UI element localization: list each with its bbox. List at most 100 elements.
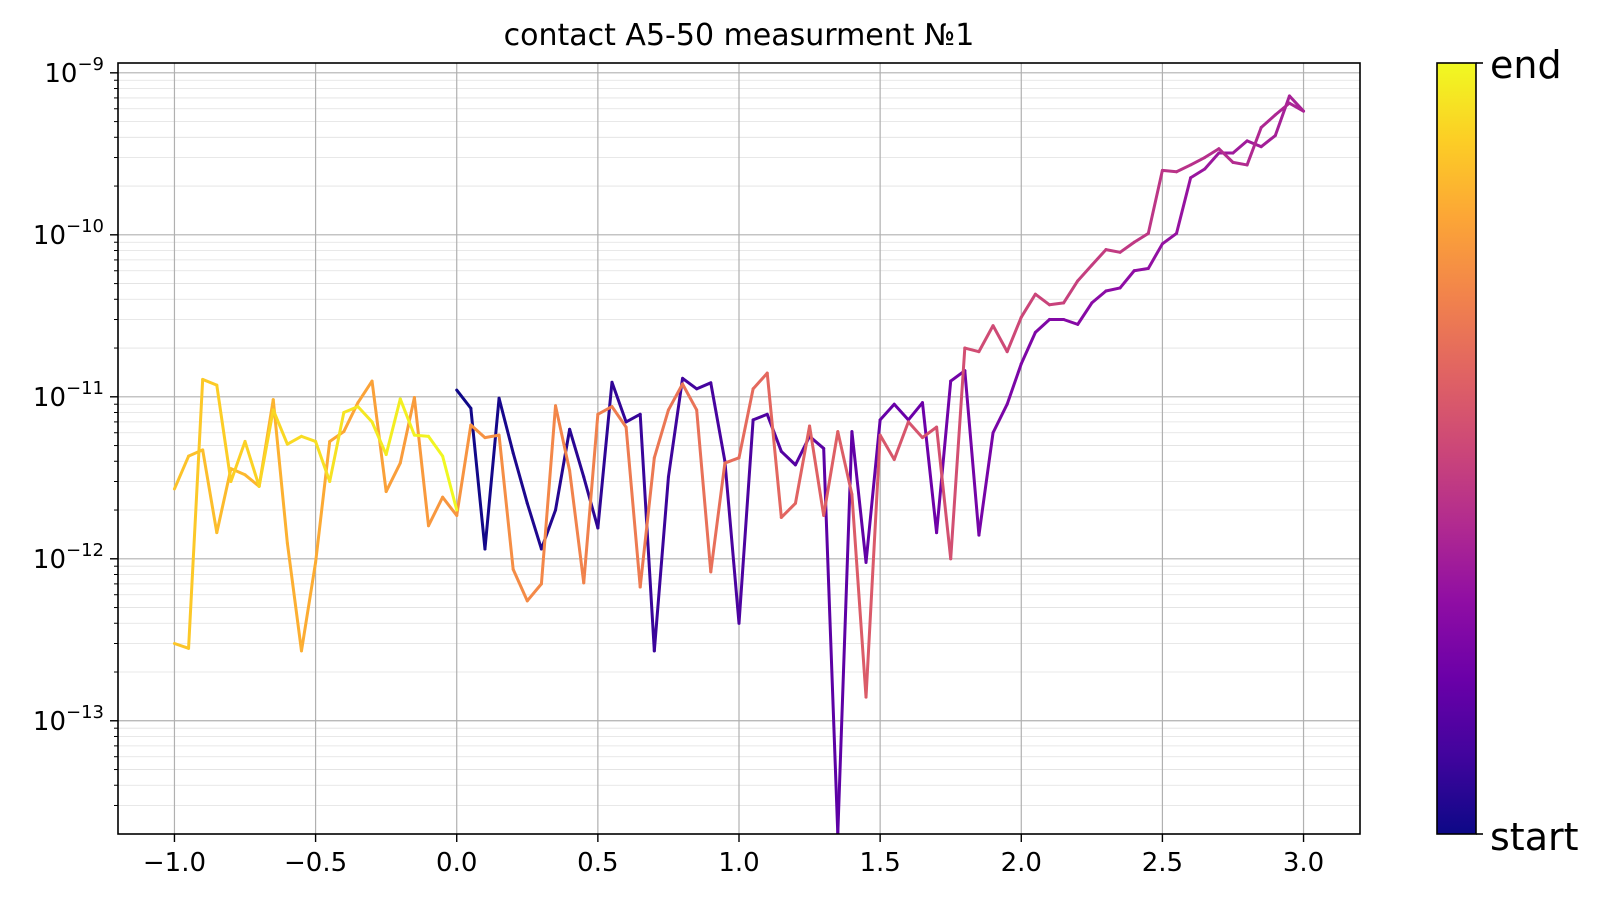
series-segment [977,324,995,354]
series-segment [624,425,642,589]
series-segment [201,377,219,387]
series-segment [681,376,699,391]
series-segment [836,430,854,834]
series-segment [737,387,755,460]
series-segment [455,423,473,518]
series-segment [172,454,191,491]
series-segment [497,433,515,571]
series-segment [963,369,981,537]
x-tick-label: 2.5 [1142,848,1183,878]
series-segment [1217,147,1235,164]
series-segment [1259,134,1277,149]
x-tick-label: 3.0 [1283,848,1324,878]
series-segment [1118,269,1136,290]
series-segment [525,582,543,603]
series-segment [906,401,924,422]
series-segment [314,439,332,564]
data-series-4 [172,377,459,650]
series-segment [1104,248,1122,254]
series-segment [892,420,910,462]
series-segment [695,408,713,574]
series-segment [1104,286,1122,293]
y-tick-label: 10−11 [33,378,104,413]
x-tick-label: 0.5 [577,848,618,878]
series-segment [497,396,515,455]
series-segment [398,397,416,437]
series-segment [751,371,769,391]
series-segment [356,379,374,405]
series-segment [610,405,628,429]
series-segment [779,449,797,467]
series-segment [935,425,953,561]
series-segment [384,397,402,457]
series-segment [1259,113,1277,129]
series-segment [1048,301,1066,307]
series-segment [271,408,289,446]
series-segment [398,396,416,465]
x-tick-label: 2.0 [1001,848,1042,878]
series-segment [568,427,586,479]
series-segment [441,495,459,518]
series-segment [314,439,332,484]
y-tick-label: 10−10 [33,216,104,251]
series-segment [1146,168,1164,235]
series-segment [328,430,346,443]
series-segment [554,427,572,512]
x-tick-label: 1.0 [718,848,759,878]
series-segment [1245,125,1263,167]
series-segment [1203,151,1221,171]
series-segment [949,346,967,561]
series-segment [412,396,430,528]
series-segment [215,467,233,535]
series-segment [257,408,275,488]
series-segment [582,412,600,585]
colorbar-bar [1436,62,1477,835]
series-segment [822,430,840,518]
colorbar: end start [1436,43,1579,859]
series-segment [1175,176,1193,235]
series-segment [737,418,755,625]
series-segment [666,382,685,412]
series-segment [328,411,346,484]
series-segment [1076,263,1094,283]
series-segment [1033,292,1051,307]
series-segment [1175,163,1193,174]
series-segment [1062,318,1080,326]
series-segment [511,567,529,603]
series-segment [469,406,487,551]
series-segment [1160,168,1179,174]
series-segment [427,495,445,528]
series-segment [525,501,543,551]
colorbar-label-start: start [1490,815,1579,859]
series-segment [554,404,572,473]
series-segment [638,456,656,589]
series-segment [1033,318,1051,334]
series-segment [215,383,233,484]
series-segment [511,451,529,505]
series-segment [299,560,318,653]
series-segment [1189,167,1207,180]
series-segment [963,346,981,354]
series-segment [1005,362,1023,406]
series-segment [1076,301,1094,326]
series-segment [1203,147,1221,160]
series-segment [906,420,924,440]
series-segment [723,459,741,625]
series-segment [1118,240,1136,254]
series-segment [892,402,910,422]
series-segment [1005,315,1023,354]
series-segment [850,430,868,564]
series-segment [455,388,473,410]
series-segment [412,433,430,438]
series-segment [342,405,360,415]
y-tick-label: 10−13 [33,702,104,737]
x-tick-label: 0.0 [436,848,477,878]
colorbar-label-end: end [1490,43,1562,87]
series-segment [1189,156,1207,167]
series-segment [822,446,840,834]
major-gridlines [118,63,1360,834]
series-segment [229,439,247,484]
series-segment [681,382,699,412]
series-segment [1019,330,1037,366]
series-segment [1231,139,1249,155]
